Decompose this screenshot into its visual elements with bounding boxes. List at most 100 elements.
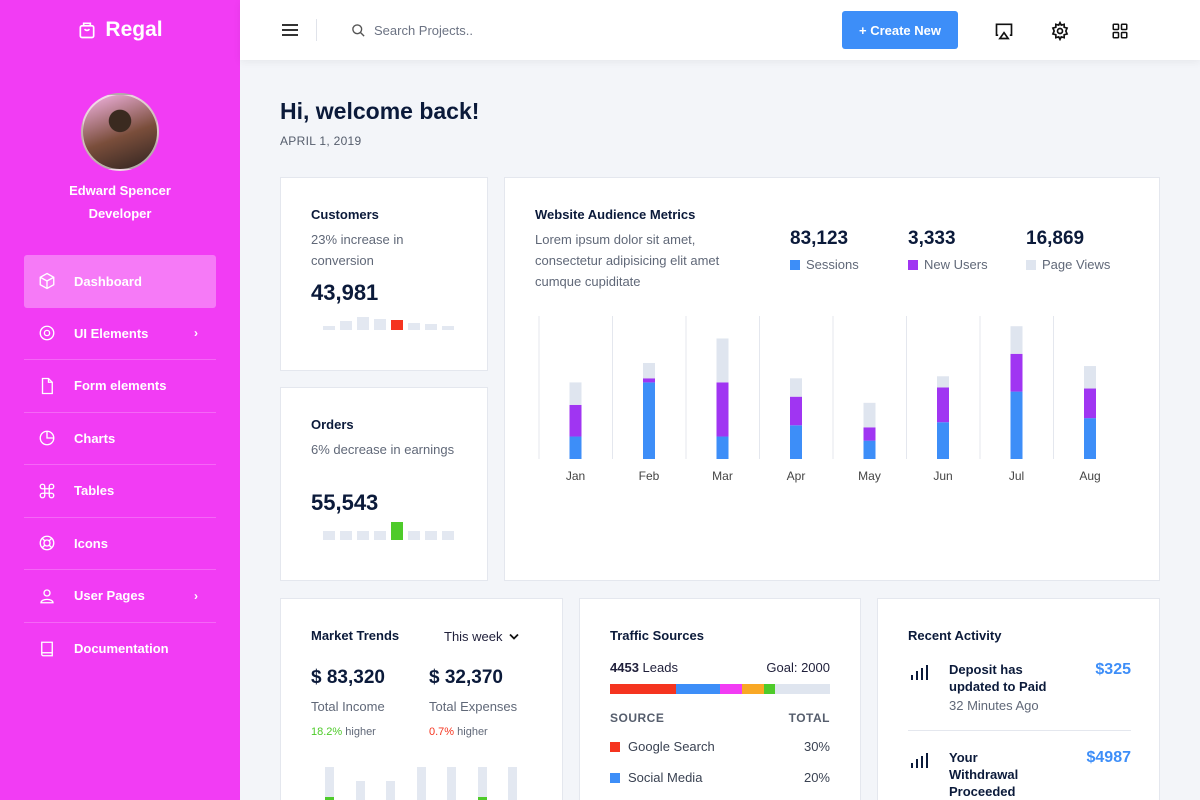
market-bar xyxy=(325,767,334,800)
customers-value: 43,981 xyxy=(311,280,379,305)
traffic-table-header: SOURCE TOTAL xyxy=(610,711,830,725)
legend-swatch xyxy=(790,259,800,270)
orders-card: Orders 6% decrease in earnings 55,543 xyxy=(280,387,488,581)
market-bar xyxy=(447,767,456,800)
x-tick-label: Jun xyxy=(933,469,952,483)
sidebar-item-form-elements[interactable]: Form elements xyxy=(24,360,216,413)
leads-count: 4453 Leads xyxy=(610,660,678,675)
market-bar xyxy=(386,781,395,800)
create-new-button[interactable]: + Create New xyxy=(842,11,958,49)
sparkline-bar xyxy=(357,531,369,540)
x-tick-label: Jan xyxy=(566,469,585,483)
market-bar-highlight xyxy=(477,797,487,800)
bar-sessions xyxy=(863,440,876,459)
legend-value: 16,869 xyxy=(1026,228,1085,249)
bar-sessions xyxy=(937,422,949,459)
legend-new-users: 3,333 New Users xyxy=(908,228,1026,272)
sparkline-bar xyxy=(391,320,403,330)
customers-card: Customers 23% increase in conversion 43,… xyxy=(280,177,488,371)
market-bars xyxy=(325,767,525,800)
sidebar-item-label: Tables xyxy=(74,483,115,499)
grid-icon[interactable] xyxy=(1109,20,1131,42)
bar-new-users xyxy=(643,378,655,383)
income-suffix: higher xyxy=(345,726,376,738)
chevron-right-icon: › xyxy=(194,326,198,341)
expenses-suffix: higher xyxy=(457,726,488,738)
activity-text: Your Withdrawal Proceeded xyxy=(949,750,1019,799)
sidebar-item-tables[interactable]: Tables xyxy=(24,465,216,518)
pie-chart-icon xyxy=(37,428,57,448)
orders-sparkline xyxy=(323,522,454,540)
leads-label: Leads xyxy=(642,660,678,675)
target-icon xyxy=(37,323,57,343)
income-pct: 18.2% xyxy=(311,726,343,738)
sidebar-item-documentation[interactable]: Documentation xyxy=(24,623,216,676)
sparkline-bar xyxy=(323,326,335,330)
search-bar xyxy=(351,22,614,38)
source-total: 30% xyxy=(803,739,830,754)
legend-swatch xyxy=(908,259,918,270)
bar-page-views xyxy=(790,378,802,397)
table-row: Social Media 20% xyxy=(610,770,830,785)
sidebar-item-dashboard[interactable]: Dashboard xyxy=(24,255,216,308)
list-item[interactable]: Deposit has updated to Paid 32 Minutes A… xyxy=(908,661,1131,731)
sidebar-item-label: Documentation xyxy=(74,641,169,657)
file-icon xyxy=(37,376,57,396)
sparkline-bar xyxy=(425,324,437,330)
activity-amount: $4987 xyxy=(1086,749,1132,766)
airplay-icon[interactable] xyxy=(993,20,1015,42)
x-tick-label: Apr xyxy=(787,469,806,483)
source-swatch xyxy=(610,741,620,752)
market-bar xyxy=(508,767,517,800)
traffic-title: Traffic Sources xyxy=(610,628,704,643)
user-name: Edward Spencer xyxy=(69,183,171,198)
audience-card: Website Audience Metrics Lorem ipsum dol… xyxy=(504,177,1160,581)
bar-sessions xyxy=(1084,418,1096,459)
avatar[interactable] xyxy=(81,93,159,171)
sidebar-item-charts[interactable]: Charts xyxy=(24,413,216,465)
audience-desc: Lorem ipsum dolor sit amet, consectetur … xyxy=(535,232,720,289)
audience-title: Website Audience Metrics xyxy=(535,207,696,222)
bar-new-users xyxy=(790,396,802,426)
bar-new-users xyxy=(863,427,876,441)
page-date: APRIL 1, 2019 xyxy=(280,134,362,148)
legend-label: New Users xyxy=(924,257,988,272)
list-item[interactable]: Your Withdrawal Proceeded $4987 xyxy=(908,749,1131,800)
brand-logo[interactable]: Regal xyxy=(0,0,240,60)
expenses-label: Total Expenses xyxy=(429,699,518,714)
brand-name: Regal xyxy=(105,18,163,41)
bag-icon xyxy=(79,22,95,39)
search-icon xyxy=(352,23,365,37)
period-dropdown[interactable]: This week xyxy=(444,629,519,644)
source-name: Google Search xyxy=(628,739,715,754)
bar-sessions xyxy=(1010,391,1023,459)
bar-page-views xyxy=(643,362,655,379)
signal-icon xyxy=(910,751,930,774)
sidebar-item-label: Charts xyxy=(74,430,116,446)
legend-label: Page Views xyxy=(1042,257,1111,272)
traffic-segment xyxy=(610,684,676,694)
sidebar-item-ui-elements[interactable]: UI Elements › xyxy=(24,308,216,360)
sidebar-item-user-pages[interactable]: User Pages › xyxy=(24,570,216,623)
book-icon xyxy=(37,639,57,659)
sidebar-item-icons[interactable]: Icons xyxy=(24,518,216,570)
chevron-right-icon: › xyxy=(194,588,198,603)
sparkline-bar xyxy=(323,531,335,540)
bar-page-views xyxy=(1084,366,1096,389)
legend-value: 3,333 xyxy=(908,228,956,249)
sparkline-bar xyxy=(374,531,386,540)
menu-icon[interactable] xyxy=(280,20,300,40)
sparkline-bar xyxy=(391,522,403,540)
market-bar xyxy=(355,781,365,800)
market-bar xyxy=(477,767,487,800)
source-swatch xyxy=(610,772,620,783)
search-input[interactable] xyxy=(374,22,614,38)
gear-icon[interactable] xyxy=(1049,20,1071,42)
bar-page-views xyxy=(1010,326,1023,354)
leads-number: 4453 xyxy=(610,660,639,675)
sparkline-bar xyxy=(340,531,352,540)
traffic-segment xyxy=(775,684,830,694)
cube-icon xyxy=(37,271,57,291)
audience-legend: 83,123 Sessions 3,333 New Users 16,869 P… xyxy=(790,228,1144,272)
bar-sessions xyxy=(643,382,655,459)
